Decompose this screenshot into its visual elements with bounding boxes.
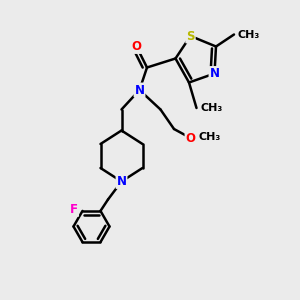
Text: CH₃: CH₃ [238,29,260,40]
Text: O: O [131,40,142,53]
Text: S: S [186,29,195,43]
Text: O: O [185,131,196,145]
Text: N: N [134,83,145,97]
Text: CH₃: CH₃ [200,103,222,113]
Text: CH₃: CH₃ [199,131,221,142]
Text: N: N [116,175,127,188]
Text: F: F [70,203,78,216]
Text: N: N [209,67,220,80]
